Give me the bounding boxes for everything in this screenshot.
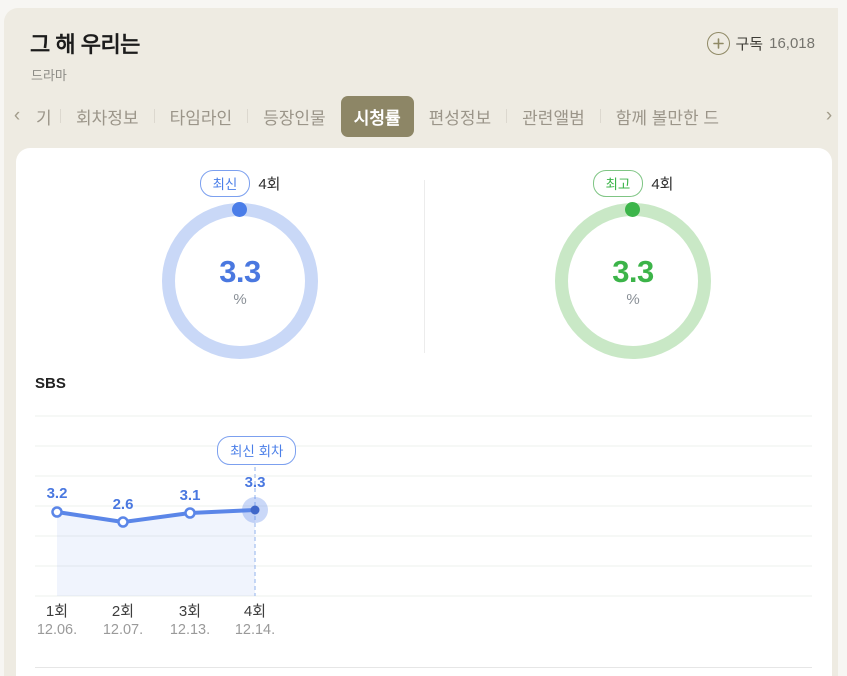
tabs-prev-icon[interactable]: ‹ xyxy=(13,105,21,126)
tab-separator xyxy=(506,109,508,123)
point-value-label: 3.1 xyxy=(179,487,201,504)
tab-separator xyxy=(247,109,249,123)
tabs-next-icon[interactable]: › xyxy=(825,105,833,126)
point-value-label: 2.6 xyxy=(112,496,134,513)
tab-separator xyxy=(153,109,155,123)
x-axis-episode-label: 3회 xyxy=(178,603,202,620)
tab-clipped-left-label: 기 xyxy=(36,108,52,128)
best-rating-unit: % xyxy=(626,291,640,308)
ratings-card: 최신 4회 3.3 % 최고 4회 3.3 % SBS xyxy=(16,148,832,676)
chart-point-2 xyxy=(117,516,129,528)
page-title: 그 해 우리는 xyxy=(30,32,140,57)
latest-gauge-header: 최신 4회 xyxy=(90,170,390,197)
best-rating-donut: 3.3 % xyxy=(555,203,711,359)
gauge-divider xyxy=(424,180,425,353)
tab-separator xyxy=(599,109,601,123)
latest-episode-annotation: 최신 회차 xyxy=(217,436,297,465)
latest-rating-donut: 3.3 % xyxy=(162,203,318,359)
plus-icon xyxy=(706,32,730,55)
tab-clipped-left[interactable]: 기 xyxy=(28,104,54,129)
tab-schedule-info[interactable]: 편성정보 xyxy=(428,108,492,128)
section-divider xyxy=(35,667,812,668)
tab-recommended[interactable]: 함께 볼만한 드 xyxy=(615,108,720,128)
x-axis-date-label: 12.13. xyxy=(169,622,211,638)
tab-ratings[interactable]: 시청률 xyxy=(340,95,414,137)
chart-gridlines xyxy=(35,415,812,597)
x-axis-date-label: 12.06. xyxy=(36,622,78,638)
tab-characters[interactable]: 등장인물 xyxy=(263,108,326,128)
x-axis-date-label: 12.14. xyxy=(234,622,276,638)
point-value-label: 3.3 xyxy=(244,474,266,491)
x-axis-episode-label: 1회 xyxy=(45,603,69,620)
best-gauge-header: 최고 4회 xyxy=(483,170,783,197)
best-rating-value: 3.3 xyxy=(612,254,654,289)
subscribe-label: 구독 xyxy=(735,36,764,53)
tab-related-albums[interactable]: 관련앨범 xyxy=(522,108,585,128)
subscribe-count: 16,018 xyxy=(769,35,815,52)
best-episode-label: 4회 xyxy=(651,176,674,193)
chart-point-4 xyxy=(250,505,260,515)
latest-rating-unit: % xyxy=(233,291,247,308)
latest-rating-value: 3.3 xyxy=(219,254,261,289)
subscribe-button[interactable]: 구독 16,018 xyxy=(706,32,815,55)
latest-episode-label: 4회 xyxy=(258,176,281,193)
chart-point-3 xyxy=(184,507,196,519)
genre-label: 드라마 xyxy=(31,68,67,83)
tab-episode-info[interactable]: 회차정보 xyxy=(76,108,139,128)
best-donut-marker-dot xyxy=(625,202,640,217)
x-axis-episode-label: 2회 xyxy=(111,603,135,620)
ratings-line-chart[interactable] xyxy=(16,410,832,615)
best-badge: 최고 xyxy=(592,170,644,197)
tab-timeline[interactable]: 타임라인 xyxy=(169,108,233,128)
point-value-label: 3.2 xyxy=(46,485,68,502)
latest-badge: 최신 xyxy=(199,170,251,197)
chart-point-1 xyxy=(51,506,63,518)
broadcaster-label: SBS xyxy=(35,375,66,392)
chart-line xyxy=(55,508,257,524)
chart-area-fill xyxy=(57,510,255,596)
latest-donut-marker-dot xyxy=(232,202,247,217)
tab-bar: ‹ 기 회차정보 타임라인 등장인물 시청률 편성정보 관련앨범 함께 볼만한 … xyxy=(6,95,840,137)
x-axis-date-label: 12.07. xyxy=(102,622,144,638)
tab-separator xyxy=(60,109,61,123)
x-axis-episode-label: 4회 xyxy=(243,603,267,620)
